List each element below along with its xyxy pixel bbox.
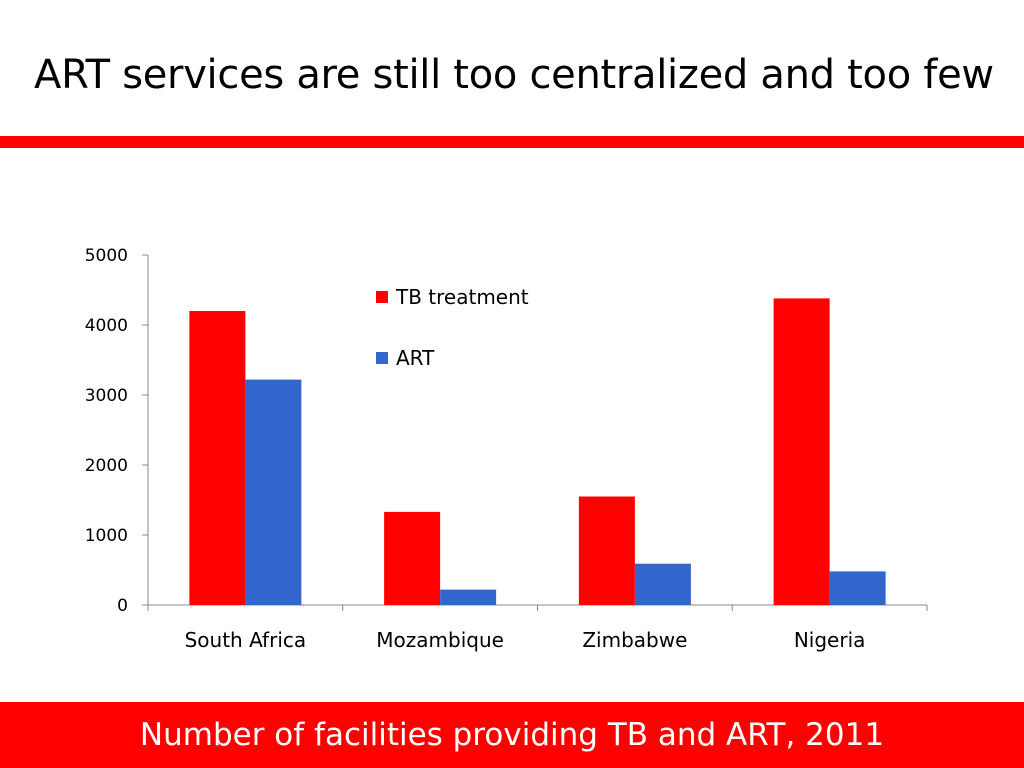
x-axis: South Africa Mozambique Zimbabwe Nigeria [147,604,928,652]
bar-tb-treatment [189,311,246,605]
legend-swatch [376,291,388,303]
chart-caption: Number of facilities providing TB and AR… [139,717,885,753]
x-tick-label: Nigeria [794,628,866,652]
bar-tb-treatment [773,298,830,605]
bar-art [634,563,691,605]
legend-swatch [376,352,388,364]
bar-art [829,571,886,605]
y-axis: 0 1000 2000 3000 4000 5000 [85,246,149,616]
bar-tb-treatment [384,511,441,605]
legend-label: ART [396,346,435,370]
bar-art [440,589,497,605]
x-tick-label: Zimbabwe [582,628,687,652]
y-tick-label: 4000 [85,316,128,336]
x-tick-label: Mozambique [376,628,504,652]
y-tick-label: 1000 [85,526,128,546]
y-tick-label: 5000 [85,246,128,266]
bar-tb-treatment [578,496,635,605]
legend: TB treatment ART [376,285,529,370]
x-tick-label: South Africa [185,628,307,652]
bars [189,298,886,605]
y-tick-label: 2000 [85,456,128,476]
title-divider [0,136,1024,148]
y-tick-label: 3000 [85,386,128,406]
bar-art [245,379,302,605]
slide-title: ART services are still too centralized a… [34,52,994,98]
caption-bar: Number of facilities providing TB and AR… [0,702,1024,768]
legend-label: TB treatment [395,285,529,309]
bar-chart: 0 1000 2000 3000 4000 5000 South Africa Mozamb… [85,246,928,652]
y-tick-label: 0 [117,596,128,616]
